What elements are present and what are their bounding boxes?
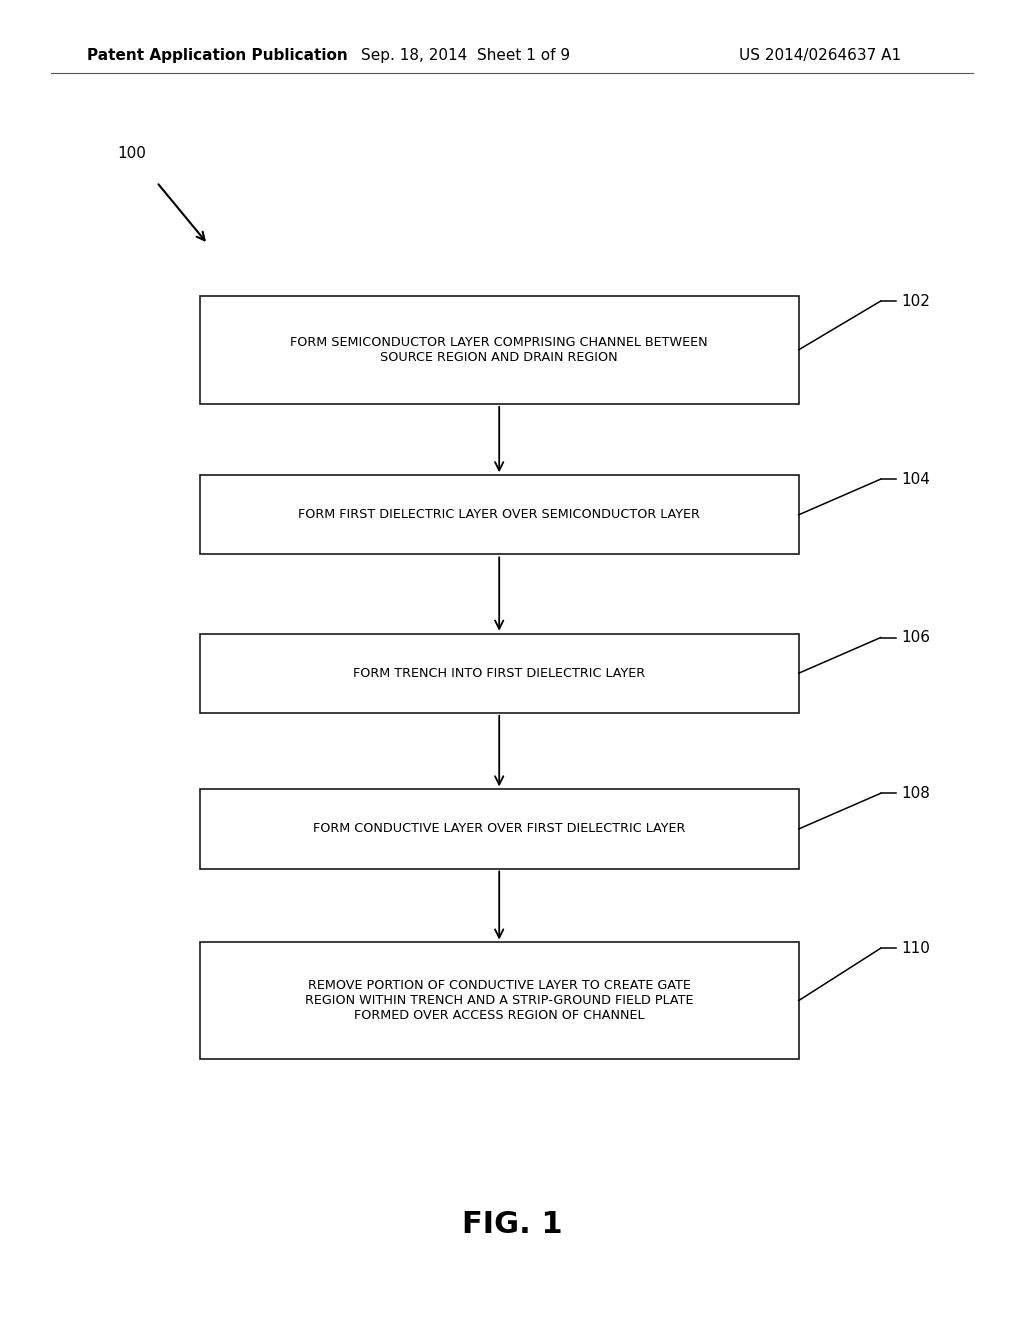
Bar [200,296,799,404]
Text: 100: 100 [118,147,146,161]
Text: FORM TRENCH INTO FIRST DIELECTRIC LAYER: FORM TRENCH INTO FIRST DIELECTRIC LAYER [353,667,645,680]
Bar [200,634,799,713]
Text: 108: 108 [901,785,930,801]
Text: 110: 110 [901,941,930,956]
Bar [200,942,799,1059]
Text: FORM FIRST DIELECTRIC LAYER OVER SEMICONDUCTOR LAYER: FORM FIRST DIELECTRIC LAYER OVER SEMICON… [298,508,700,521]
Text: 104: 104 [901,471,930,487]
Text: Patent Application Publication: Patent Application Publication [87,48,348,63]
Text: FIG. 1: FIG. 1 [462,1210,562,1239]
Text: REMOVE PORTION OF CONDUCTIVE LAYER TO CREATE GATE
REGION WITHIN TRENCH AND A STR: REMOVE PORTION OF CONDUCTIVE LAYER TO CR… [305,979,693,1022]
Bar [200,789,799,869]
Text: Sep. 18, 2014  Sheet 1 of 9: Sep. 18, 2014 Sheet 1 of 9 [361,48,570,63]
Text: FORM CONDUCTIVE LAYER OVER FIRST DIELECTRIC LAYER: FORM CONDUCTIVE LAYER OVER FIRST DIELECT… [313,822,685,836]
Text: FORM SEMICONDUCTOR LAYER COMPRISING CHANNEL BETWEEN
SOURCE REGION AND DRAIN REGI: FORM SEMICONDUCTOR LAYER COMPRISING CHAN… [291,335,708,364]
Text: 102: 102 [901,293,930,309]
Text: US 2014/0264637 A1: US 2014/0264637 A1 [739,48,901,63]
Bar [200,475,799,554]
Text: 106: 106 [901,630,930,645]
